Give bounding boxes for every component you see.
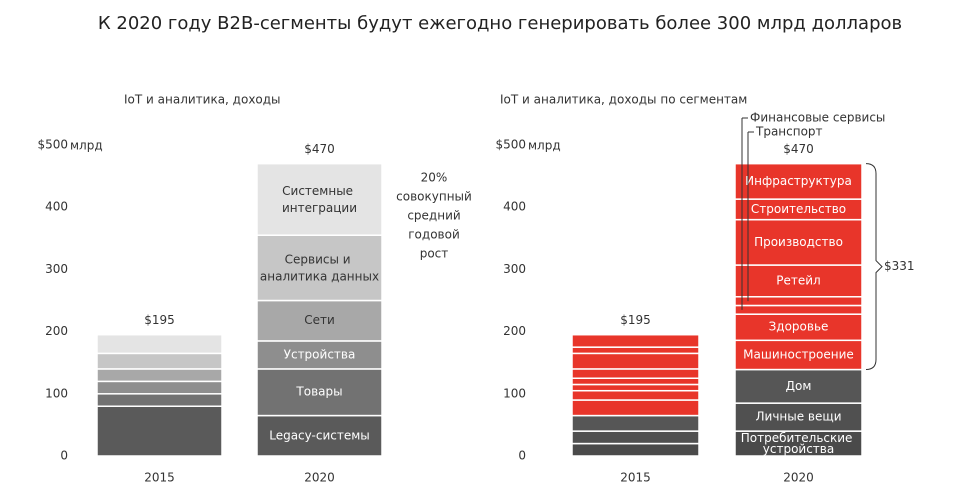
title: К 2020 году B2B-сегменты будут ежегодно …	[98, 13, 902, 34]
stack	[571, 333, 700, 457]
x-tick-label: 2015	[620, 471, 651, 485]
x-tick-label: 2020	[304, 471, 335, 485]
total-label: $195	[144, 313, 175, 327]
bar-segment	[96, 380, 223, 395]
subtitle: IoT и аналитика, доходы по сегментам	[500, 93, 747, 107]
bar-segment	[571, 442, 700, 457]
y-tick-label: 400	[45, 200, 68, 214]
bar-segment	[256, 162, 383, 236]
segment-label: Устройства	[284, 347, 356, 361]
bar-segment	[256, 299, 383, 342]
annotation: средний	[407, 209, 460, 223]
bar-segment	[256, 414, 383, 457]
annotation: совокупный	[396, 190, 472, 204]
segment-label: Инфраструктура	[745, 174, 852, 188]
stack	[256, 162, 383, 457]
bar-segment	[256, 234, 383, 302]
bracket	[865, 163, 883, 371]
annotation: 20%	[421, 171, 448, 185]
subtitle: IoT и аналитика, доходы	[124, 93, 281, 107]
segment-label: Системные интеграции	[282, 183, 357, 214]
segment-label: Сети	[304, 313, 335, 327]
bar-segment	[571, 333, 700, 348]
bar-segment	[571, 377, 700, 386]
bracket-label: $331	[884, 259, 915, 273]
bar-segment	[571, 399, 700, 417]
bar-segment	[96, 368, 223, 383]
bar-segment	[571, 352, 700, 370]
bar-segment	[571, 414, 700, 432]
y-tick-label: 0	[518, 449, 526, 463]
bar-segment	[734, 304, 863, 315]
bar-segment	[96, 405, 223, 457]
segment-label: Строительство	[751, 202, 846, 216]
y-tick-label: 200	[45, 324, 68, 338]
y-tick-label: 300	[503, 262, 526, 276]
segment-label: Машиностроение	[743, 347, 854, 361]
x-tick-label: 2015	[144, 471, 175, 485]
bar-segment	[571, 430, 700, 445]
bar-segment	[734, 264, 863, 298]
segment-label: Производство	[754, 235, 843, 249]
segment-label: Ретейл	[776, 273, 820, 287]
stack	[734, 162, 863, 457]
segment-label: Товары	[295, 385, 342, 399]
bar-segment	[96, 333, 223, 355]
total-label: $470	[304, 142, 335, 156]
y-tick-label: 100	[45, 386, 68, 400]
bar-segment	[571, 383, 700, 392]
bar-segment	[734, 162, 863, 200]
y-unit: млрд	[70, 139, 103, 153]
segment-label: Legacy-системы	[269, 428, 370, 442]
total-label: $470	[783, 142, 814, 156]
y-unit: млрд	[528, 139, 561, 153]
y-tick-label: 200	[503, 324, 526, 338]
x-tick-label: 2020	[783, 471, 814, 485]
bar-segment	[571, 346, 700, 355]
bar-segment	[571, 368, 700, 380]
annotation: рост	[420, 247, 449, 261]
callout-label: Финансовые сервисы	[750, 111, 885, 125]
y-tick-label: 300	[45, 262, 68, 276]
bar-segment	[734, 296, 863, 307]
segment-label: Личные вещи	[756, 410, 842, 424]
callout-label: Транспорт	[755, 125, 823, 139]
total-label: $195	[620, 313, 651, 327]
stack	[96, 333, 223, 457]
y-tick-label: $500	[37, 138, 68, 152]
segment-label: Дом	[786, 379, 812, 393]
bar-segment	[734, 218, 863, 266]
bar-segment	[96, 393, 223, 407]
y-tick-label: 0	[60, 449, 68, 463]
bar-segment	[96, 352, 223, 370]
segment-label: Здоровье	[769, 320, 829, 334]
annotation: годовой	[408, 228, 460, 242]
bar-segment	[734, 313, 863, 342]
y-tick-label: $500	[495, 138, 526, 152]
y-tick-label: 100	[503, 386, 526, 400]
bar-segment	[571, 389, 700, 401]
y-tick-label: 400	[503, 200, 526, 214]
segment-label: Сервисы и аналитика данных	[260, 252, 379, 283]
bar-segment	[256, 368, 383, 417]
segment-label: Потребительские устройства	[741, 431, 857, 456]
